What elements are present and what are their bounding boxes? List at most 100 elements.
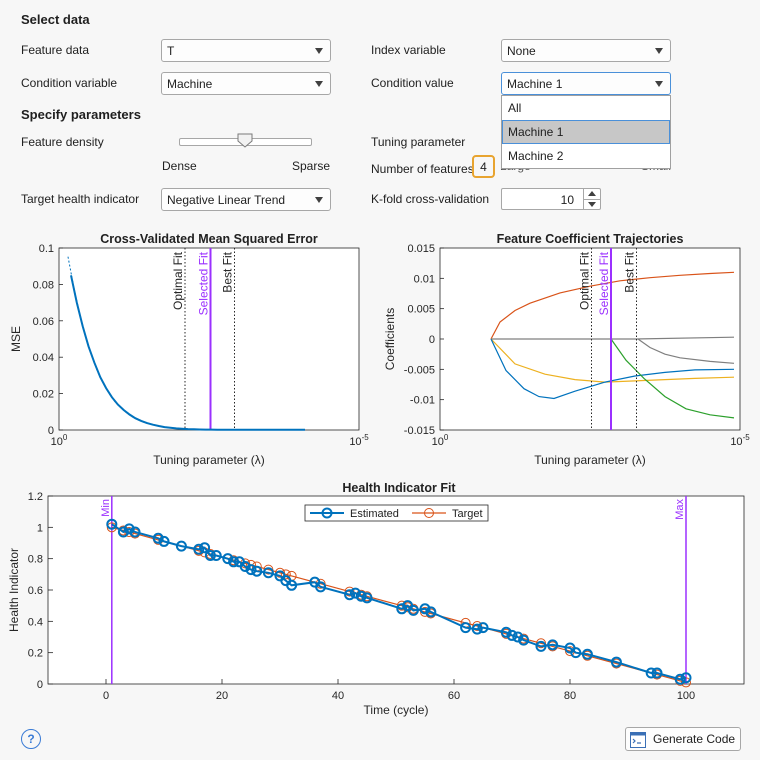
condition-value-label: Condition value (371, 76, 454, 90)
mse-y-tick-label: 0.06 (33, 316, 54, 328)
coef-y-label: Coefficients (383, 308, 397, 370)
num-features-label: Number of features: (371, 162, 478, 176)
menu-item-machine-1[interactable]: Machine 1 (502, 120, 670, 144)
hi-y-label: Health Indicator (7, 548, 21, 632)
menu-item-all[interactable]: All (508, 101, 522, 115)
condition-variable-dropdown[interactable]: Machine (161, 72, 331, 95)
condition-value-value: Machine 1 (507, 77, 563, 91)
hi-estimated-point (645, 667, 657, 679)
hi-x-tick-label: 80 (564, 690, 576, 702)
kfold-increment-button[interactable] (583, 189, 600, 199)
hi-estimated-point (106, 518, 118, 530)
chevron-down-icon (655, 48, 663, 54)
density-sparse-label: Sparse (292, 159, 331, 173)
mse-y-label: MSE (9, 326, 23, 352)
hi-estimated-point (204, 550, 216, 562)
target-hi-label: Target health indicator (21, 192, 140, 206)
coef-series-blue (490, 338, 735, 400)
hi-chart: Health Indicator Fit 0 0.2 0.4 0.6 0.8 1 1.2 0… (7, 481, 745, 717)
feature-data-dropdown[interactable]: T (161, 39, 331, 62)
mse-y-tick-label: 0.08 (33, 279, 54, 291)
hi-estimated-point (262, 567, 274, 579)
target-hi-dropdown[interactable]: Negative Linear Trend (161, 188, 331, 211)
legend-target-label: Target (452, 508, 483, 520)
condition-value-dropdown[interactable]: Machine 1 (501, 72, 671, 95)
caret-down-icon (588, 202, 596, 207)
condition-variable-label: Condition variable (21, 76, 118, 90)
mse-chart: Cross-Validated Mean Squared Error 0 0.02… (9, 232, 369, 467)
hi-estimated-point (477, 622, 489, 634)
hi-plot-area (47, 495, 745, 685)
hi-estimated-point (349, 587, 361, 599)
coef-y-tick-label: 0.015 (407, 243, 435, 255)
hi-estimated-point (361, 592, 373, 604)
kfold-decrement-button[interactable] (583, 199, 600, 209)
hi-x-tick-label: 100 (677, 690, 695, 702)
mse-x-tick-right: 10-5 (349, 433, 369, 448)
hi-estimated-point (210, 550, 222, 562)
chevron-down-icon (655, 81, 663, 87)
coef-series-gray (491, 336, 735, 340)
generate-code-button[interactable]: Generate Code (625, 727, 741, 751)
hi-estimated-point (129, 526, 141, 538)
num-features-value: 4 (480, 160, 487, 174)
hi-estimated-point (535, 640, 547, 652)
hi-y-tick-label: 0 (37, 679, 43, 691)
hi-estimated-point (228, 556, 240, 568)
mse-vline-label: Selected Fit (197, 251, 211, 315)
hi-y-tick-label: 0.2 (28, 648, 43, 660)
help-icon[interactable]: ? (21, 729, 41, 749)
chevron-down-icon (315, 81, 323, 87)
condition-variable-value: Machine (167, 77, 213, 91)
hi-estimated-point (396, 603, 408, 615)
hi-estimated-point (152, 532, 164, 544)
hi-estimated-point (199, 542, 211, 554)
hi-y-tick-label: 0.8 (28, 554, 43, 566)
coef-vline-label: Selected Fit (597, 251, 611, 315)
coef-x-tick-left: 100 (432, 433, 449, 448)
specify-parameters-title: Specify parameters (21, 107, 141, 122)
coef-series-green (610, 338, 735, 419)
num-features-value-box: 4 (472, 155, 495, 178)
target-hi-value: Negative Linear Trend (167, 193, 286, 207)
hi-x-tick-label: 20 (216, 690, 228, 702)
index-variable-value: None (507, 44, 536, 58)
hi-min-label: Min (100, 499, 112, 517)
mse-vline-label: Optimal Fit (171, 251, 185, 310)
feature-data-label: Feature data (21, 43, 90, 57)
hi-x-tick-label: 40 (332, 690, 344, 702)
legend-estimated-marker (321, 507, 333, 519)
menu-item-machine-2[interactable]: Machine 2 (508, 149, 564, 163)
hi-estimated-point (570, 647, 582, 659)
feature-data-value: T (167, 44, 175, 58)
hi-estimated-point (222, 553, 234, 565)
mse-y-tick-label: 0.1 (39, 243, 54, 255)
coef-series-orange (490, 271, 735, 340)
kfold-spinner[interactable]: 10 (501, 188, 601, 210)
hi-estimated-point (500, 626, 512, 638)
hi-y-tick-label: 1 (37, 522, 43, 534)
hi-x-tick-label: 60 (448, 690, 460, 702)
tuning-parameter-label: Tuning parameter (371, 135, 466, 149)
hi-estimated-point (123, 523, 135, 535)
hi-estimated-point (674, 673, 686, 685)
hi-estimated-point (344, 589, 356, 601)
mse-plot-area (58, 247, 360, 431)
coef-y-tick-label: 0 (429, 334, 435, 346)
hi-estimated-point (460, 622, 472, 634)
hi-estimated-point (239, 561, 251, 572)
mse-x-label: Tuning parameter (λ) (153, 453, 265, 467)
coef-y-tick-label: -0.01 (410, 395, 435, 407)
mse-chart-title: Cross-Validated Mean Squared Error (100, 232, 318, 246)
hi-x-label: Time (cycle) (364, 703, 429, 717)
mse-x-tick-left: 100 (51, 433, 68, 448)
hi-max-label: Max (674, 499, 686, 520)
hi-estimated-point (506, 629, 518, 641)
hi-estimated-point (175, 540, 187, 552)
mse-y-tick-label: 0.04 (33, 352, 54, 364)
hi-target-point (280, 569, 291, 580)
index-variable-dropdown[interactable]: None (501, 39, 671, 62)
hi-estimated-point (518, 634, 530, 646)
hi-y-tick-label: 1.2 (28, 491, 43, 503)
feature-density-slider-track[interactable] (179, 133, 312, 148)
